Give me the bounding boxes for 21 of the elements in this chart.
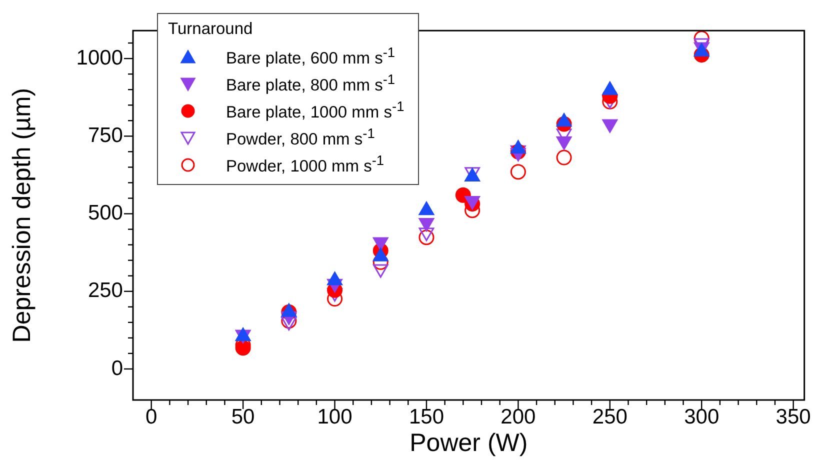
x-tick-label: 150 <box>408 405 444 428</box>
legend-label: Powder, 800 mm s$^{-1}$ <box>226 126 375 150</box>
x-tick-label: 0 <box>146 405 158 428</box>
legend-label: Bare plate, 600 mm s$^{-1}$ <box>226 44 396 68</box>
x-tick-label: 100 <box>317 405 352 428</box>
x-tick-label: 200 <box>500 405 536 428</box>
x-axis-title: Power (W) <box>410 428 528 457</box>
x-tick-label: 300 <box>684 405 720 428</box>
y-tick-label: 500 <box>88 202 123 225</box>
x-tick-label: 350 <box>776 405 811 428</box>
x-tick-label: 50 <box>231 405 255 428</box>
legend-label: Powder, 1000 mm s$^{-1}$ <box>226 152 384 176</box>
legend-title: Turnaround <box>168 20 254 39</box>
y-tick-label: 1000 <box>76 46 123 70</box>
y-tick-label: 0 <box>111 356 123 380</box>
y-axis-title: Depression depth (µm) <box>8 88 36 343</box>
y-tick-label: 750 <box>88 124 123 147</box>
legend-label: Bare plate, 1000 mm s$^{-1}$ <box>226 98 404 122</box>
legend-label: Bare plate, 800 mm s$^{-1}$ <box>226 72 396 96</box>
y-tick-label: 250 <box>88 279 123 302</box>
x-tick-label: 250 <box>592 405 628 428</box>
